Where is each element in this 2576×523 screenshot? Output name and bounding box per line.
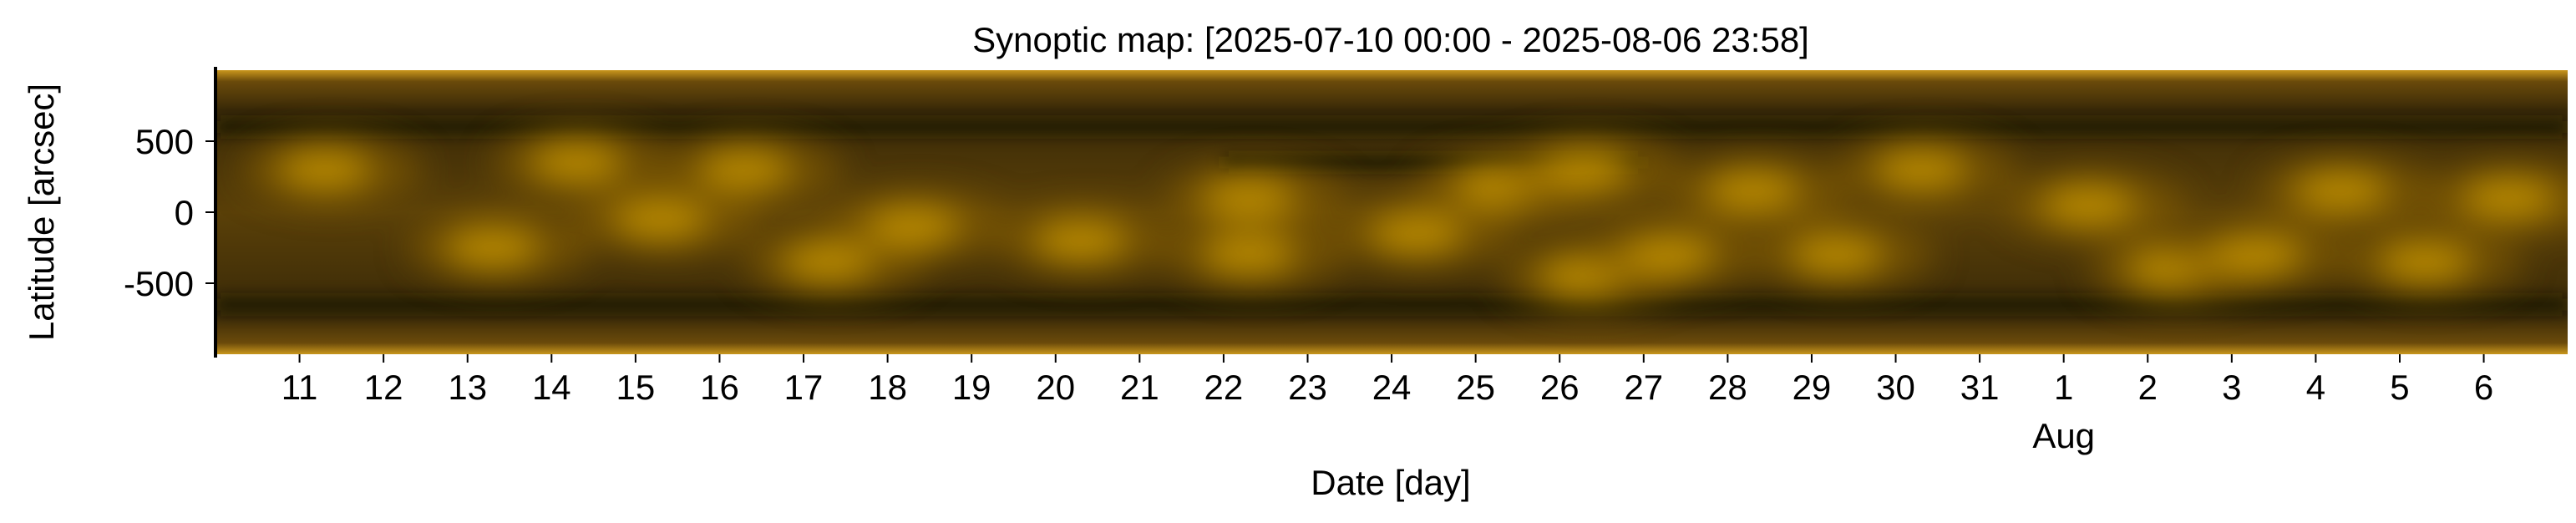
x-tick-label: 26 xyxy=(1540,368,1580,407)
x-tick-label: 28 xyxy=(1708,368,1747,407)
dark-bands xyxy=(216,120,2568,312)
x-tick-label: 24 xyxy=(1372,368,1412,407)
x-tick-label: 31 xyxy=(1960,368,2000,407)
bright-region-halo xyxy=(407,212,591,283)
bright-region-halo xyxy=(995,206,1179,276)
bright-region-halo xyxy=(2339,226,2523,297)
x-tick-label: 5 xyxy=(2390,368,2409,407)
x-tick-label: 6 xyxy=(2474,368,2493,407)
x-tick-label: 30 xyxy=(1876,368,1915,407)
bright-region-halo xyxy=(2171,220,2355,290)
x-tick-label: 16 xyxy=(700,368,739,407)
x-tick-label: 21 xyxy=(1120,368,1159,407)
bright-region-halo xyxy=(2003,170,2188,241)
x-axis-label: Date [day] xyxy=(1311,463,1470,502)
x-tick-label: 14 xyxy=(532,368,571,407)
x-tick-label: 2 xyxy=(2138,368,2158,407)
bright-region-halo xyxy=(239,135,423,205)
x-tick-label: 12 xyxy=(364,368,403,407)
x-tick-label: 13 xyxy=(448,368,487,407)
heatmap-image xyxy=(216,70,2568,354)
x-tick-label: 11 xyxy=(281,368,318,407)
bright-region-halo xyxy=(1751,220,1935,290)
bright-region-halo xyxy=(659,135,844,205)
x-tick-label: 18 xyxy=(868,368,907,407)
bright-region-halo xyxy=(2423,163,2568,233)
bright-region-halo xyxy=(1835,135,2020,205)
bright-region-halo xyxy=(1163,163,1347,233)
chart-title: Synoptic map: [2025-07-10 00:00 - 2025-0… xyxy=(972,20,1809,59)
y-tick-label: -500 xyxy=(124,264,194,303)
bright-region-halo xyxy=(575,184,759,255)
bright-region-halo xyxy=(1667,155,1852,226)
y-tick-label: 0 xyxy=(175,193,194,232)
x-axis: 11 12 13 14 15 16 17 18 19 20 21 22 23 24 25 26 27 28 29 30… xyxy=(281,354,2493,455)
bright-region-halo xyxy=(1583,220,1767,290)
bright-region-halo xyxy=(1163,220,1347,290)
x-tick-label: 25 xyxy=(1456,368,1495,407)
x-tick-label: 23 xyxy=(1288,368,1327,407)
x-month-label: Aug xyxy=(2032,416,2095,455)
y-tick-label: 500 xyxy=(135,122,194,161)
x-tick-label: 3 xyxy=(2222,368,2241,407)
x-tick-label: 29 xyxy=(1793,368,1832,407)
bright-region-halo xyxy=(1499,135,1684,205)
bright-regions xyxy=(239,127,2568,312)
y-axis-label: Latitude [arcsec] xyxy=(22,84,61,341)
x-tick-label: 1 xyxy=(2054,368,2073,407)
x-tick-label: 19 xyxy=(952,368,991,407)
bright-region-halo xyxy=(2255,155,2440,226)
x-tick-label: 20 xyxy=(1036,368,1075,407)
x-tick-label: 17 xyxy=(784,368,824,407)
bright-region-halo xyxy=(491,127,676,198)
dark-band xyxy=(216,297,2568,312)
y-axis: 500 0 -500 xyxy=(124,67,217,358)
dark-band xyxy=(216,120,2568,134)
x-tick-label: 15 xyxy=(616,368,656,407)
x-tick-label: 22 xyxy=(1204,368,1244,407)
x-tick-label: 4 xyxy=(2306,368,2325,407)
bright-region-halo xyxy=(827,191,1012,262)
x-tick-label: 27 xyxy=(1624,368,1663,407)
